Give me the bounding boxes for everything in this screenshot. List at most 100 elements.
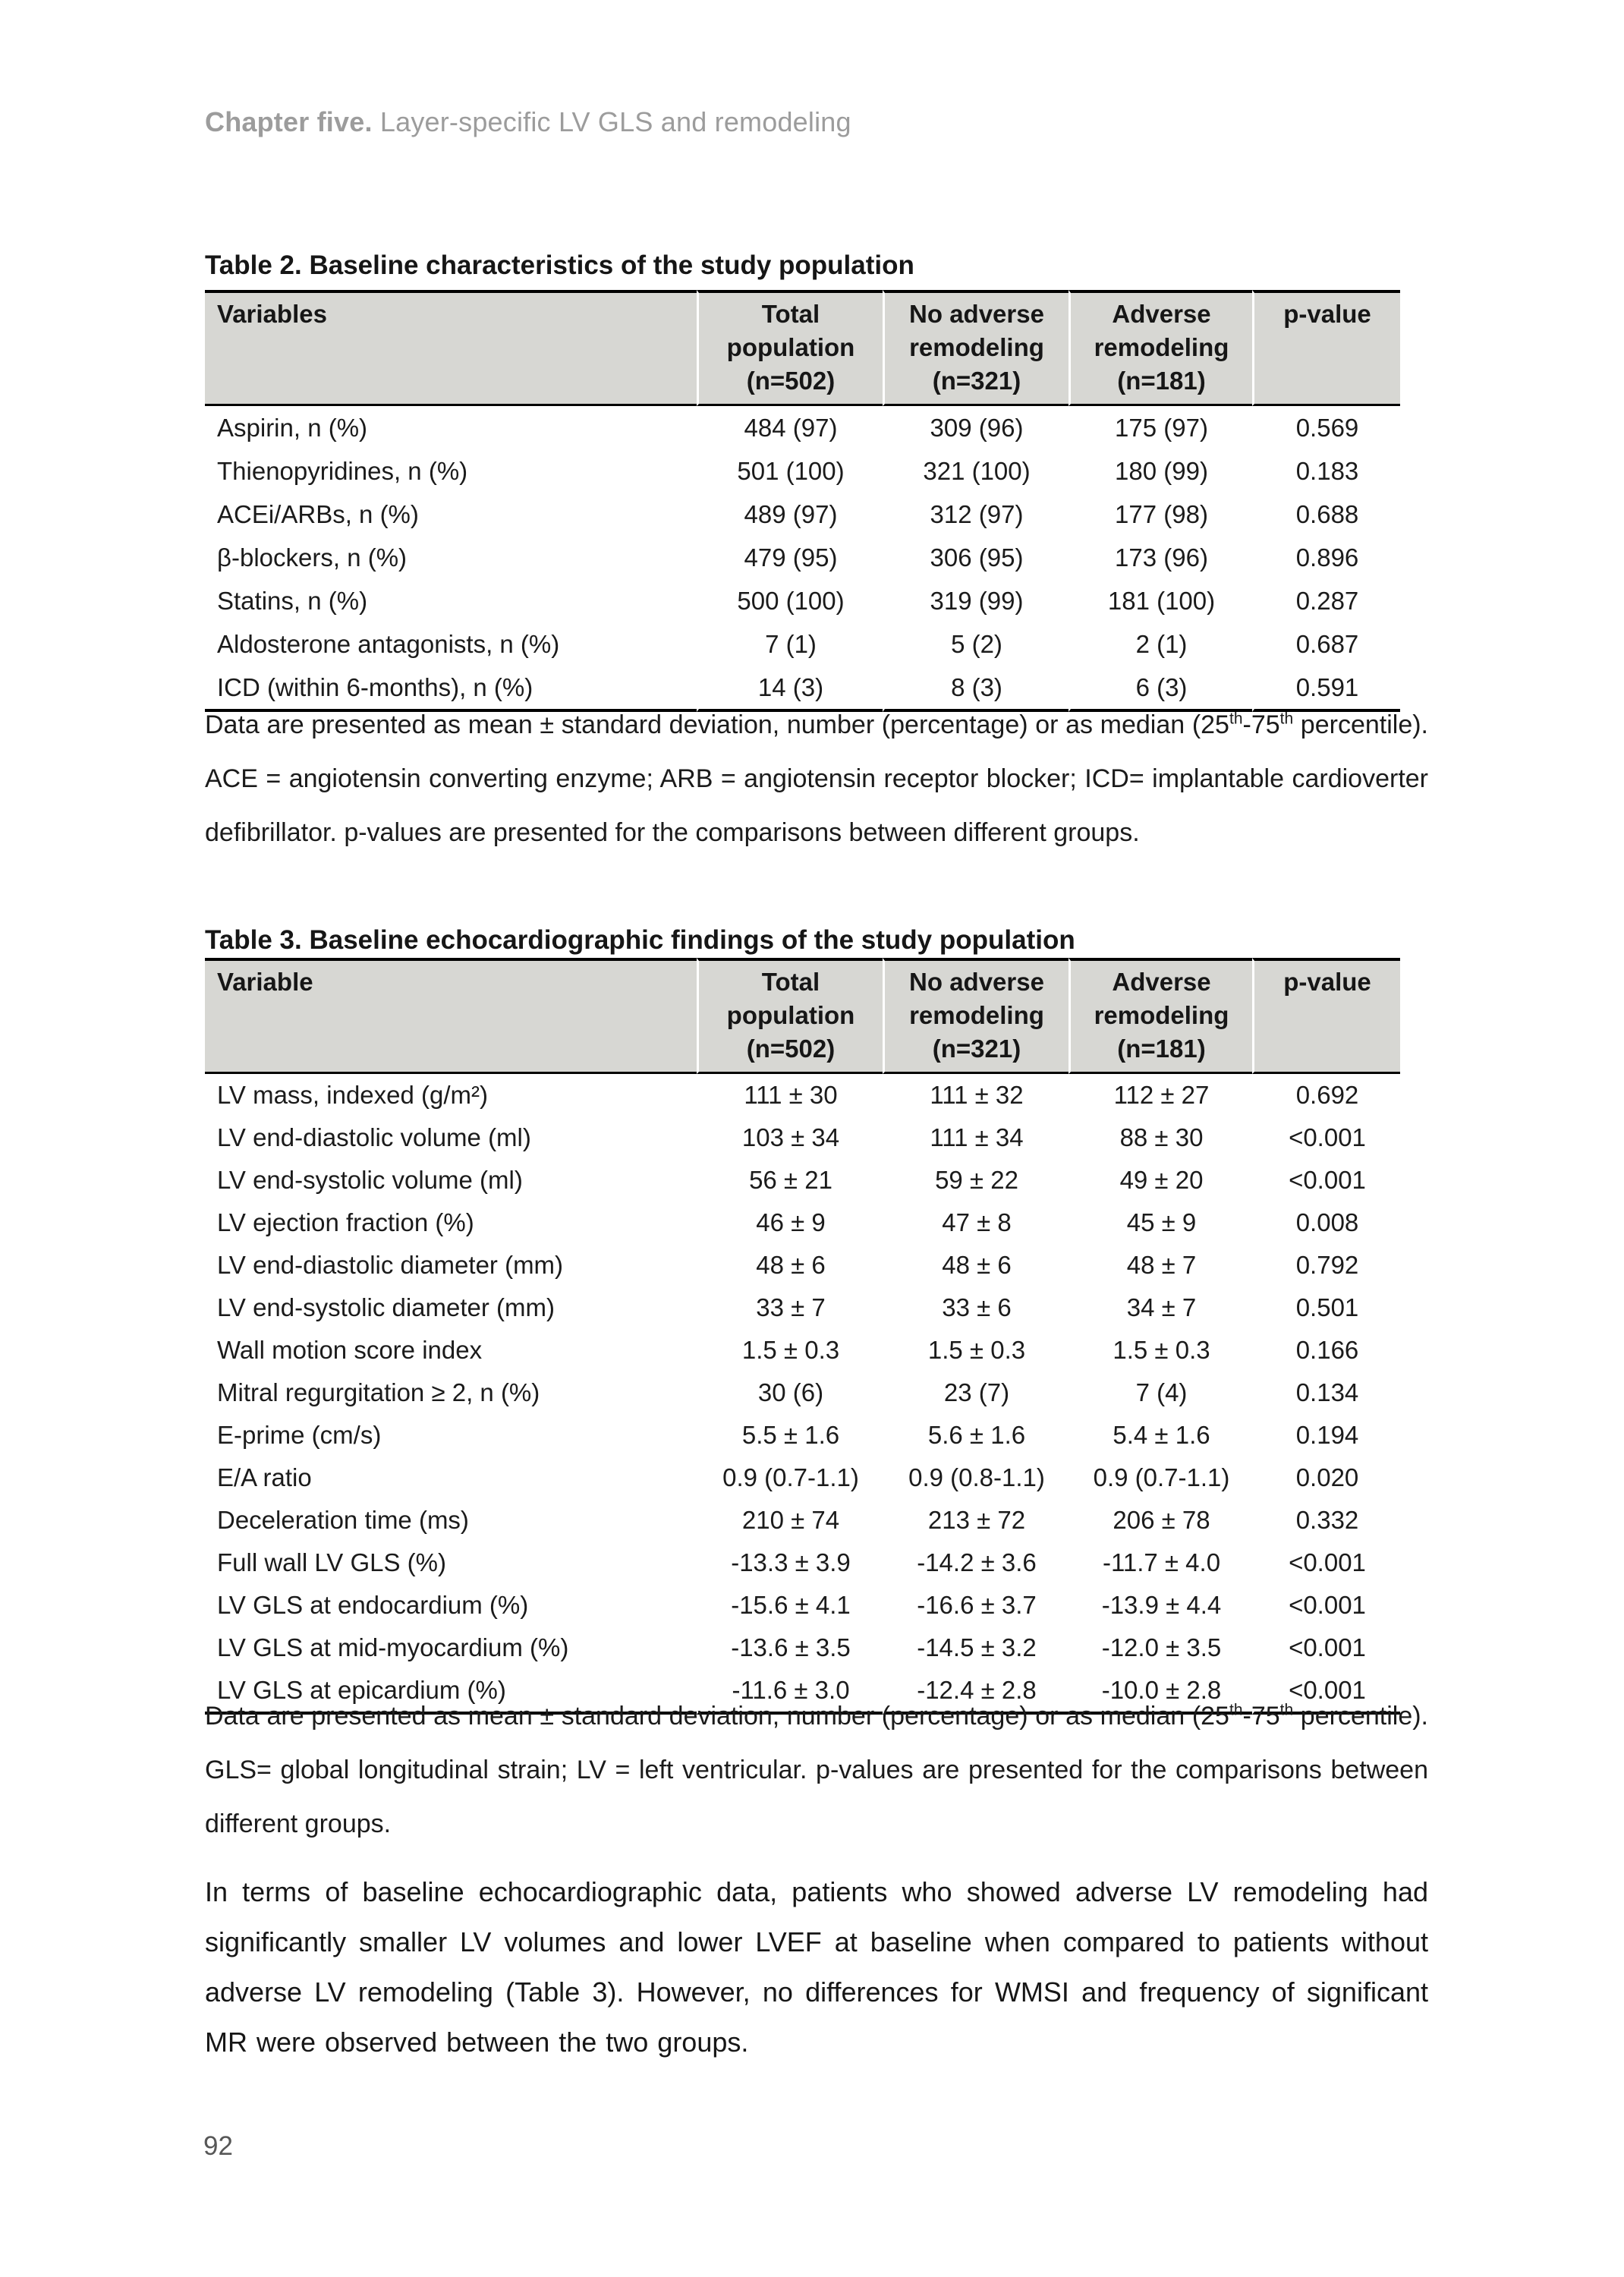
col-header-no-adverse-remodeling: No adverse remodeling (n=321) [883, 958, 1069, 1074]
row-no-adverse-value: 111 ± 32 [883, 1074, 1069, 1116]
table-row: Aldosterone antagonists, n (%) 7 (1) 5 (… [205, 622, 1400, 666]
table3: Variable Total population (n=502) No adv… [205, 958, 1400, 1715]
row-no-adverse-value: 1.5 ± 0.3 [883, 1329, 1069, 1372]
table-row: LV end-systolic diameter (mm) 33 ± 7 33 … [205, 1287, 1400, 1329]
table-row: ICD (within 6-months), n (%) 14 (3) 8 (3… [205, 666, 1400, 712]
row-adverse-value: 49 ± 20 [1069, 1159, 1252, 1201]
table-row: LV GLS at epicardium (%) -11.6 ± 3.0 -12… [205, 1669, 1400, 1715]
header-line: (n=321) [932, 1035, 1021, 1063]
table-row: E/A ratio 0.9 (0.7-1.1) 0.9 (0.8-1.1) 0.… [205, 1457, 1400, 1499]
row-total-value: 7 (1) [697, 622, 883, 666]
row-no-adverse-value: -14.5 ± 3.2 [883, 1627, 1069, 1669]
header-line: remodeling [909, 333, 1044, 361]
col-header-no-adverse-remodeling: No adverse remodeling (n=321) [883, 290, 1069, 406]
row-p-value: 0.166 [1252, 1329, 1400, 1372]
row-adverse-value: 180 (99) [1069, 449, 1252, 493]
table-row: Statins, n (%) 500 (100) 319 (99) 181 (1… [205, 579, 1400, 622]
footnote-superscript: th [1229, 1701, 1243, 1719]
row-p-value: 0.792 [1252, 1244, 1400, 1287]
row-p-value: <0.001 [1252, 1542, 1400, 1584]
row-variable-label: E-prime (cm/s) [217, 1421, 382, 1449]
row-total-value: 500 (100) [697, 579, 883, 622]
table-row: LV ejection fraction (%) 46 ± 9 47 ± 8 4… [205, 1201, 1400, 1244]
table2-header-row: Variables Total population (n=502) No ad… [205, 290, 1400, 406]
row-variable-label: Thienopyridines, n (%) [217, 456, 468, 485]
table-row: Full wall LV GLS (%) -13.3 ± 3.9 -14.2 ±… [205, 1542, 1400, 1584]
row-adverse-value: 88 ± 30 [1069, 1116, 1252, 1159]
body-paragraph: In terms of baseline echocardiographic d… [205, 1876, 1428, 2058]
row-adverse-value: 45 ± 9 [1069, 1201, 1252, 1244]
row-p-value: 0.134 [1252, 1372, 1400, 1414]
row-total-value: -13.6 ± 3.5 [697, 1627, 883, 1669]
row-adverse-value: 1.5 ± 0.3 [1069, 1329, 1252, 1372]
row-adverse-value: 112 ± 27 [1069, 1074, 1252, 1116]
table-row: Aspirin, n (%) 484 (97) 309 (96) 175 (97… [205, 406, 1400, 449]
row-variable-label: LV end-diastolic volume (ml) [217, 1123, 531, 1151]
footnote-superscript: th [1229, 710, 1243, 728]
table3-header-row: Variable Total population (n=502) No adv… [205, 958, 1400, 1074]
table-row: Mitral regurgitation ≥ 2, n (%) 30 (6) 2… [205, 1372, 1400, 1414]
table2: Variables Total population (n=502) No ad… [205, 290, 1400, 712]
row-adverse-value: 34 ± 7 [1069, 1287, 1252, 1329]
header-line: remodeling [1094, 333, 1229, 361]
header-line: population [726, 1001, 855, 1029]
row-total-value: 501 (100) [697, 449, 883, 493]
row-p-value: <0.001 [1252, 1627, 1400, 1669]
chapter-title: Layer-specific LV GLS and remodeling [372, 106, 851, 137]
row-p-value: 0.287 [1252, 579, 1400, 622]
row-adverse-value: 7 (4) [1069, 1372, 1252, 1414]
footnote-text: percentile). GLS= global longitudinal st… [205, 1702, 1428, 1838]
row-variable-label: Deceleration time (ms) [217, 1506, 469, 1534]
row-p-value: 0.020 [1252, 1457, 1400, 1499]
row-variable-label: LV ejection fraction (%) [217, 1208, 474, 1236]
row-adverse-value: 5.4 ± 1.6 [1069, 1414, 1252, 1457]
header-line: Total [761, 300, 820, 328]
row-adverse-value: 48 ± 7 [1069, 1244, 1252, 1287]
row-total-value: 14 (3) [697, 666, 883, 712]
row-no-adverse-value: 312 (97) [883, 493, 1069, 536]
row-variable-label: ACEi/ARBs, n (%) [217, 499, 419, 528]
footnote-text: -75 [1242, 1702, 1280, 1731]
table3-footnote: Data are presented as mean ± standard de… [205, 1690, 1428, 1851]
table-row: LV GLS at mid-myocardium (%) -13.6 ± 3.5… [205, 1627, 1400, 1669]
row-variable-label: Wall motion score index [217, 1336, 483, 1364]
row-no-adverse-value: 47 ± 8 [883, 1201, 1069, 1244]
table2-body: Aspirin, n (%) 484 (97) 309 (96) 175 (97… [205, 406, 1400, 712]
row-no-adverse-value: 213 ± 72 [883, 1499, 1069, 1542]
row-variable-label: Full wall LV GLS (%) [217, 1548, 446, 1576]
row-p-value: 0.332 [1252, 1499, 1400, 1542]
row-p-value: <0.001 [1252, 1159, 1400, 1201]
row-total-value: 489 (97) [697, 493, 883, 536]
header-line: No adverse [909, 300, 1044, 328]
table-row: LV end-diastolic volume (ml) 103 ± 34 11… [205, 1116, 1400, 1159]
row-no-adverse-value: 0.9 (0.8-1.1) [883, 1457, 1069, 1499]
row-adverse-value: -11.7 ± 4.0 [1069, 1542, 1252, 1584]
row-adverse-value: -12.0 ± 3.5 [1069, 1627, 1252, 1669]
header-line: p-value [1283, 968, 1371, 996]
header-line: (n=502) [746, 367, 836, 395]
row-no-adverse-value: -16.6 ± 3.7 [883, 1584, 1069, 1627]
row-no-adverse-value: 33 ± 6 [883, 1287, 1069, 1329]
row-no-adverse-value: 306 (95) [883, 536, 1069, 579]
row-no-adverse-value: 5.6 ± 1.6 [883, 1414, 1069, 1457]
row-total-value: 479 (95) [697, 536, 883, 579]
row-variable-label: LV end-diastolic diameter (mm) [217, 1251, 564, 1279]
row-no-adverse-value: -14.2 ± 3.6 [883, 1542, 1069, 1584]
row-total-value: 33 ± 7 [697, 1287, 883, 1329]
row-adverse-value: -10.0 ± 2.8 [1069, 1669, 1252, 1715]
row-no-adverse-value: 111 ± 34 [883, 1116, 1069, 1159]
chapter-running-header: Chapter five. Layer-specific LV GLS and … [205, 106, 851, 138]
header-line: p-value [1283, 300, 1371, 328]
header-line: No adverse [909, 968, 1044, 996]
footnote-text: percentile). ACE = angiotensin convertin… [205, 710, 1428, 847]
col-header-total-population: Total population (n=502) [697, 958, 883, 1074]
row-variable-label: LV GLS at epicardium (%) [205, 1669, 697, 1715]
row-adverse-value: 181 (100) [1069, 579, 1252, 622]
row-p-value: <0.001 [1252, 1584, 1400, 1627]
table2-footnote: Data are presented as mean ± standard de… [205, 698, 1428, 860]
header-line: Adverse [1112, 300, 1211, 328]
row-adverse-value: 2 (1) [1069, 622, 1252, 666]
row-variable-label: LV end-systolic diameter (mm) [217, 1293, 555, 1321]
col-header-p-value: p-value [1252, 290, 1400, 406]
